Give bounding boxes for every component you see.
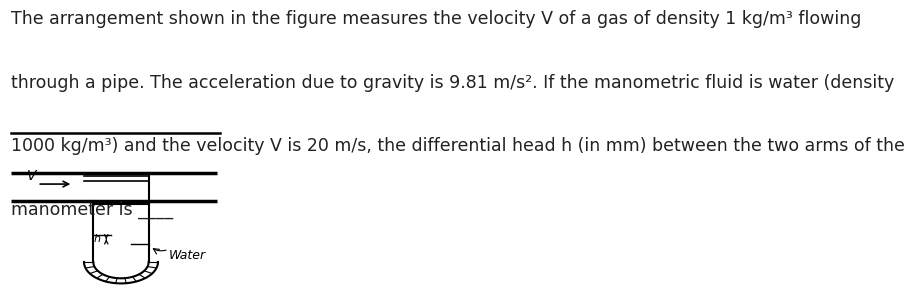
Text: manometer is ____: manometer is ____ bbox=[11, 201, 173, 219]
Text: V: V bbox=[27, 169, 36, 183]
Text: h: h bbox=[93, 234, 101, 244]
Text: through a pipe. The acceleration due to gravity is 9.81 m/s². If the manometric : through a pipe. The acceleration due to … bbox=[11, 74, 894, 92]
Text: The arrangement shown in the figure measures the velocity V of a gas of density : The arrangement shown in the figure meas… bbox=[11, 10, 861, 28]
Text: 1000 kg/m³) and the velocity V is 20 m/s, the differential head h (in mm) betwee: 1000 kg/m³) and the velocity V is 20 m/s… bbox=[11, 137, 905, 155]
Text: Water: Water bbox=[168, 249, 206, 262]
